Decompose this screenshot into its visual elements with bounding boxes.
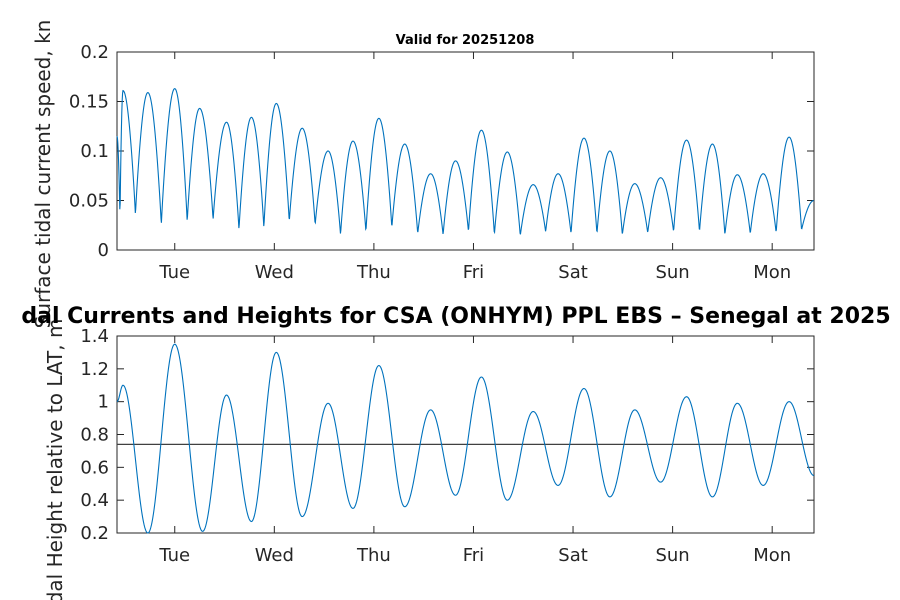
x-tick-label: Thu bbox=[356, 262, 391, 283]
y-tick-label: 1.2 bbox=[80, 359, 109, 380]
speed-chart-title: Valid for 20251208 bbox=[396, 33, 535, 48]
x-tick-label: Fri bbox=[463, 262, 484, 283]
x-tick-label: Sat bbox=[558, 262, 588, 283]
y-tick-label: 0.05 bbox=[69, 191, 109, 212]
y-tick-label: 0.6 bbox=[80, 457, 109, 478]
speed-series-line bbox=[116, 88, 814, 235]
y-tick-label: 1.4 bbox=[80, 326, 109, 347]
height-series-line bbox=[116, 343, 814, 534]
height-plot-area bbox=[116, 335, 815, 534]
y-tick-label: 0.2 bbox=[80, 42, 109, 63]
x-tick-label: Tue bbox=[158, 545, 190, 566]
x-tick-label: Sun bbox=[655, 262, 689, 283]
height-chart: 0.2 0.4 0.6 0.8 1 1.2 1.4 Tue Wed Thu Fri Sat Sun Mo… bbox=[80, 326, 815, 566]
height-y-label: Tidal Height relative to LAT, m bbox=[43, 319, 67, 600]
y-tick-label: 0.4 bbox=[80, 490, 109, 511]
y-tick-label: 0.15 bbox=[69, 92, 109, 113]
height-x-axis: Tue Wed Thu Fri Sat Sun Mon bbox=[158, 336, 791, 566]
x-tick-label: Mon bbox=[753, 262, 791, 283]
x-tick-label: Thu bbox=[356, 545, 391, 566]
y-tick-label: 0.2 bbox=[80, 523, 109, 544]
speed-y-label: Surface tidal current speed, kn bbox=[31, 20, 55, 329]
x-tick-label: Wed bbox=[255, 545, 294, 566]
x-tick-label: Wed bbox=[255, 262, 294, 283]
x-tick-label: Sun bbox=[655, 545, 689, 566]
x-tick-label: Mon bbox=[753, 545, 791, 566]
figure-title: dal Currents and Heights for CSA (ONHYM)… bbox=[21, 304, 890, 329]
y-tick-label: 0 bbox=[98, 240, 109, 261]
height-y-axis: 0.2 0.4 0.6 0.8 1 1.2 1.4 bbox=[80, 326, 814, 544]
speed-y-axis: 0 0.05 0.1 0.15 0.2 bbox=[69, 42, 814, 261]
speed-x-axis: Tue Wed Thu Fri Sat Sun Mon bbox=[158, 52, 791, 283]
x-tick-label: Sat bbox=[558, 545, 588, 566]
x-tick-label: Tue bbox=[158, 262, 190, 283]
y-tick-label: 1 bbox=[98, 392, 109, 413]
y-tick-label: 0.8 bbox=[80, 425, 109, 446]
speed-chart: Valid for 20251208 0 0.05 0.1 0.15 0.2 Tue We… bbox=[69, 33, 815, 283]
y-tick-label: 0.1 bbox=[80, 141, 109, 162]
x-tick-label: Fri bbox=[463, 545, 484, 566]
